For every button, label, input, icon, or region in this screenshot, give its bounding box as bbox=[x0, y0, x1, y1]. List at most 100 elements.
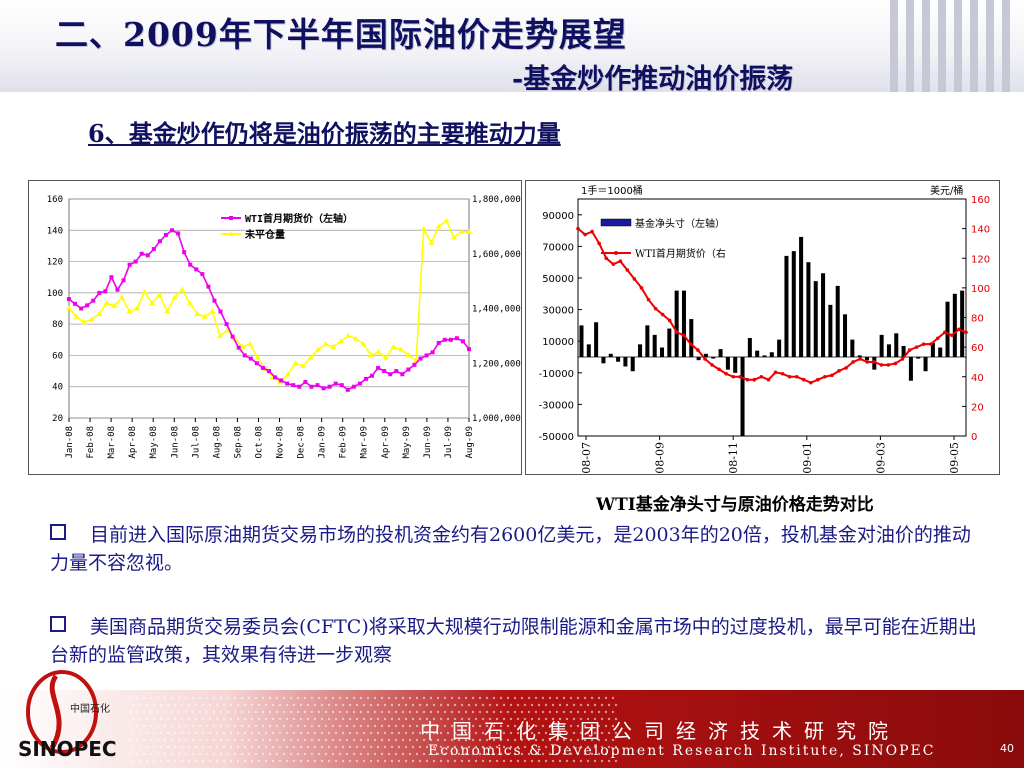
x-axis-tick-label: Aug-08 bbox=[212, 426, 222, 459]
data-point bbox=[597, 241, 601, 246]
data-point bbox=[273, 375, 278, 380]
bar bbox=[579, 325, 584, 357]
left-axis-tick-label: 90000 bbox=[542, 211, 574, 222]
slide-title: 二、2009年下半年国际油价走势展望 bbox=[55, 15, 627, 54]
data-point bbox=[454, 336, 459, 341]
right-axis-tick-label: 120 bbox=[971, 254, 990, 265]
data-point bbox=[406, 367, 411, 372]
bar bbox=[908, 357, 913, 381]
data-point bbox=[943, 330, 947, 335]
bar bbox=[864, 357, 869, 361]
data-point bbox=[230, 334, 235, 339]
data-point bbox=[780, 371, 785, 376]
data-point bbox=[604, 256, 609, 261]
x-axis-tick-label: 08-07 bbox=[580, 442, 593, 474]
decorative-stripes bbox=[880, 0, 1024, 92]
legend-label-red: WTI首月期货价（右 bbox=[635, 247, 726, 260]
data-point bbox=[731, 374, 735, 379]
data-point bbox=[164, 308, 171, 314]
data-point bbox=[91, 298, 96, 303]
right-axis-tick-label: 100 bbox=[971, 284, 990, 295]
data-point bbox=[858, 357, 862, 361]
wti-fund-net-position-chart: 1手＝1000桶 美元/桶 -50000 -30000 -10000 10000 30000… bbox=[525, 180, 1000, 475]
data-point bbox=[297, 384, 302, 389]
footer-band bbox=[0, 690, 1024, 768]
bar bbox=[762, 355, 767, 357]
data-point bbox=[163, 232, 168, 237]
left-axis-tick-label: -30000 bbox=[539, 400, 574, 411]
data-point bbox=[625, 268, 630, 272]
data-point bbox=[345, 332, 352, 338]
data-point bbox=[103, 300, 110, 306]
x-axis-tick-label: Aug-09 bbox=[465, 426, 475, 459]
data-point bbox=[285, 381, 290, 386]
data-point bbox=[375, 349, 382, 355]
data-point bbox=[79, 306, 84, 311]
data-point bbox=[752, 377, 757, 382]
left-axis-tick-label: -50000 bbox=[539, 432, 574, 443]
bar bbox=[821, 273, 826, 357]
bullet-text: 美国商品期货交易委员会(CFTC)将采取大规模行动限制能源和金属市场中的过度投机… bbox=[50, 616, 977, 666]
data-point bbox=[111, 302, 118, 308]
data-point bbox=[151, 247, 156, 252]
data-point bbox=[696, 348, 700, 352]
bar bbox=[960, 290, 965, 357]
bar bbox=[681, 290, 686, 357]
data-point bbox=[133, 259, 138, 264]
data-point bbox=[879, 363, 884, 367]
data-point bbox=[382, 369, 387, 374]
data-point bbox=[321, 386, 326, 391]
bar bbox=[659, 347, 665, 357]
data-point bbox=[299, 362, 306, 368]
bar bbox=[769, 352, 774, 357]
data-point bbox=[194, 310, 201, 316]
data-point bbox=[88, 316, 95, 322]
data-point bbox=[322, 341, 329, 347]
data-point bbox=[935, 336, 940, 341]
data-point bbox=[400, 372, 405, 377]
data-point bbox=[710, 363, 714, 367]
right-axis-tick-label: 160 bbox=[971, 195, 990, 206]
bar bbox=[952, 293, 957, 357]
bar bbox=[857, 355, 862, 357]
bar bbox=[630, 357, 635, 372]
bullet-item: 美国商品期货交易委员会(CFTC)将采取大规模行动限制能源和金属市场中的过度投机… bbox=[50, 613, 980, 669]
x-axis-tick-label: Feb-09 bbox=[339, 426, 349, 459]
data-point bbox=[420, 226, 427, 232]
data-point bbox=[279, 378, 284, 383]
data-point bbox=[809, 380, 813, 385]
data-point bbox=[360, 341, 367, 347]
data-point bbox=[73, 313, 80, 319]
bar bbox=[740, 357, 745, 436]
x-axis-tick-label: Jan-08 bbox=[65, 426, 75, 459]
bar bbox=[747, 338, 752, 357]
bar bbox=[916, 357, 921, 359]
data-point bbox=[851, 360, 855, 364]
data-point bbox=[171, 294, 178, 300]
data-point bbox=[424, 353, 429, 358]
data-point bbox=[188, 262, 193, 267]
bar bbox=[930, 342, 935, 357]
bar bbox=[652, 334, 657, 357]
x-axis-tick-label: May-08 bbox=[149, 426, 159, 459]
data-point bbox=[139, 251, 144, 256]
x-axis-tick-label: Jun-09 bbox=[423, 426, 433, 459]
chart-caption: WTI基金净头寸与原油价格走势对比 bbox=[596, 495, 874, 515]
x-axis-tick-label: Apr-08 bbox=[128, 426, 138, 459]
chart-right-svg: 1手＝1000桶 美元/桶 -50000 -30000 -10000 10000 30000… bbox=[539, 184, 991, 474]
data-point bbox=[823, 374, 827, 379]
data-point bbox=[315, 346, 322, 352]
left-axis-tick-label: 70000 bbox=[542, 242, 574, 253]
data-point bbox=[674, 330, 679, 335]
right-unit-label: 美元/桶 bbox=[930, 184, 963, 197]
data-point bbox=[382, 354, 389, 360]
chart-left-svg: 20 40 60 80 100 120 140 160 1,000,000 1,200,000 1,… bbox=[47, 195, 521, 459]
data-point bbox=[900, 357, 905, 361]
data-point bbox=[145, 253, 150, 258]
data-point bbox=[109, 275, 114, 280]
data-point bbox=[236, 345, 241, 350]
data-point bbox=[759, 374, 764, 379]
slide-subtitle: -基金炒作推动油价振荡 bbox=[512, 64, 794, 95]
section-heading: 6、基金炒作仍将是油价振荡的主要推动力量 bbox=[88, 119, 561, 148]
data-point bbox=[443, 217, 450, 223]
